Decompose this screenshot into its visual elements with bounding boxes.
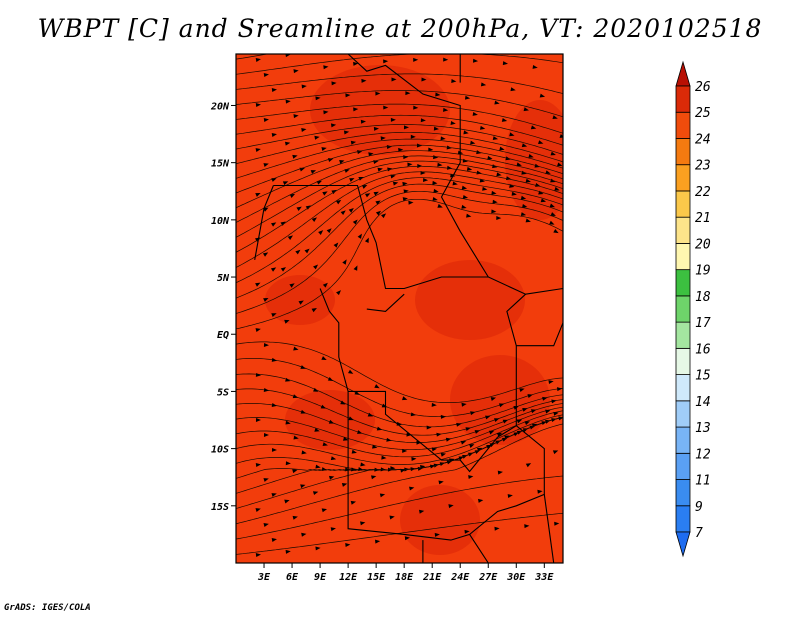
lat-tick-label: 15S	[211, 502, 229, 513]
colorbar-box	[675, 400, 691, 428]
colorbar-box	[675, 138, 691, 166]
colorbar-label: 24	[695, 132, 711, 147]
map-title: WBPT [C] and Sreamline at 200hPa, VT: 20…	[37, 14, 763, 43]
map-frame	[235, 53, 564, 564]
lat-tick-label: 20N	[210, 101, 230, 112]
colorbar-label: 15	[695, 369, 711, 384]
colorbar-box	[675, 216, 691, 244]
lon-tick-label: 6E	[286, 572, 299, 583]
colorbar-box	[675, 85, 691, 113]
lon-tick-label: 18E	[395, 572, 414, 583]
longitude-axis: 3E 6E 9E 12E 15E 18E 21E 24E 27E 30E 33E	[257, 563, 554, 583]
colorbar-label: 7	[695, 526, 703, 541]
latitude-axis: 20N 15N 10N 5N EQ 5S 10S 15S	[210, 101, 236, 513]
colorbar-box	[675, 243, 691, 271]
country-borders	[254, 54, 563, 563]
colorbar-box	[675, 505, 691, 533]
colorbar-label: 9	[695, 500, 703, 515]
colorbar-box	[675, 190, 691, 218]
colorbar-label: 12	[695, 447, 711, 462]
lon-tick-label: 27E	[478, 572, 498, 583]
lon-tick-label: 33E	[534, 572, 554, 583]
lon-tick-label: 3E	[257, 572, 271, 583]
colorbar-label: 23	[695, 159, 711, 174]
colorbar-label: 26	[695, 80, 711, 95]
colorbar-box	[675, 295, 691, 323]
lon-tick-label: 24E	[450, 572, 470, 583]
colorbar-label: 18	[695, 290, 711, 305]
colorbar-box	[675, 374, 691, 402]
colorbar-label: 14	[695, 395, 711, 410]
colorbar-min-arrow	[675, 531, 691, 558]
map-area	[235, 53, 564, 564]
lat-tick-label: 15N	[211, 159, 230, 170]
lon-tick-label: 15E	[367, 572, 386, 583]
lon-tick-label: 21E	[422, 572, 442, 583]
colorbar-box	[675, 347, 691, 375]
lat-tick-label: EQ	[217, 330, 229, 341]
colorbar-box	[675, 164, 691, 192]
colorbar-box	[675, 426, 691, 454]
lat-tick-label: 10N	[211, 216, 230, 227]
lat-tick-label: 5S	[217, 387, 229, 398]
colorbar-label: 25	[695, 106, 711, 121]
lat-tick-label: 5N	[217, 273, 230, 284]
colorbar-label: 13	[695, 421, 711, 436]
colorbar-box	[675, 479, 691, 507]
colorbar-label: 19	[695, 264, 711, 279]
colorbar-label: 11	[695, 474, 711, 489]
colorbar-label: 21	[695, 211, 711, 226]
colorbar-max-arrow	[675, 60, 691, 87]
lon-tick-label: 9E	[314, 572, 327, 583]
colorbar-label: 16	[695, 342, 711, 357]
footer-credit: GrADS: IGES/COLA	[4, 603, 91, 613]
lon-tick-label: 30E	[506, 572, 526, 583]
colorbar-label: 22	[695, 185, 711, 200]
colorbar-label: 17	[695, 316, 711, 331]
colorbar-box	[675, 111, 691, 139]
colorbar-box	[675, 321, 691, 349]
colorbar: 7 9 11 12 13 14 15 16 17 18 19 20 21 22 23 24 25 26	[675, 60, 711, 558]
lat-tick-label: 10S	[211, 445, 229, 456]
wbpt-high-patches	[265, 65, 563, 555]
colorbar-box	[675, 452, 691, 480]
colorbar-box	[675, 269, 691, 297]
lon-tick-label: 12E	[339, 572, 358, 583]
colorbar-label: 20	[695, 237, 711, 252]
